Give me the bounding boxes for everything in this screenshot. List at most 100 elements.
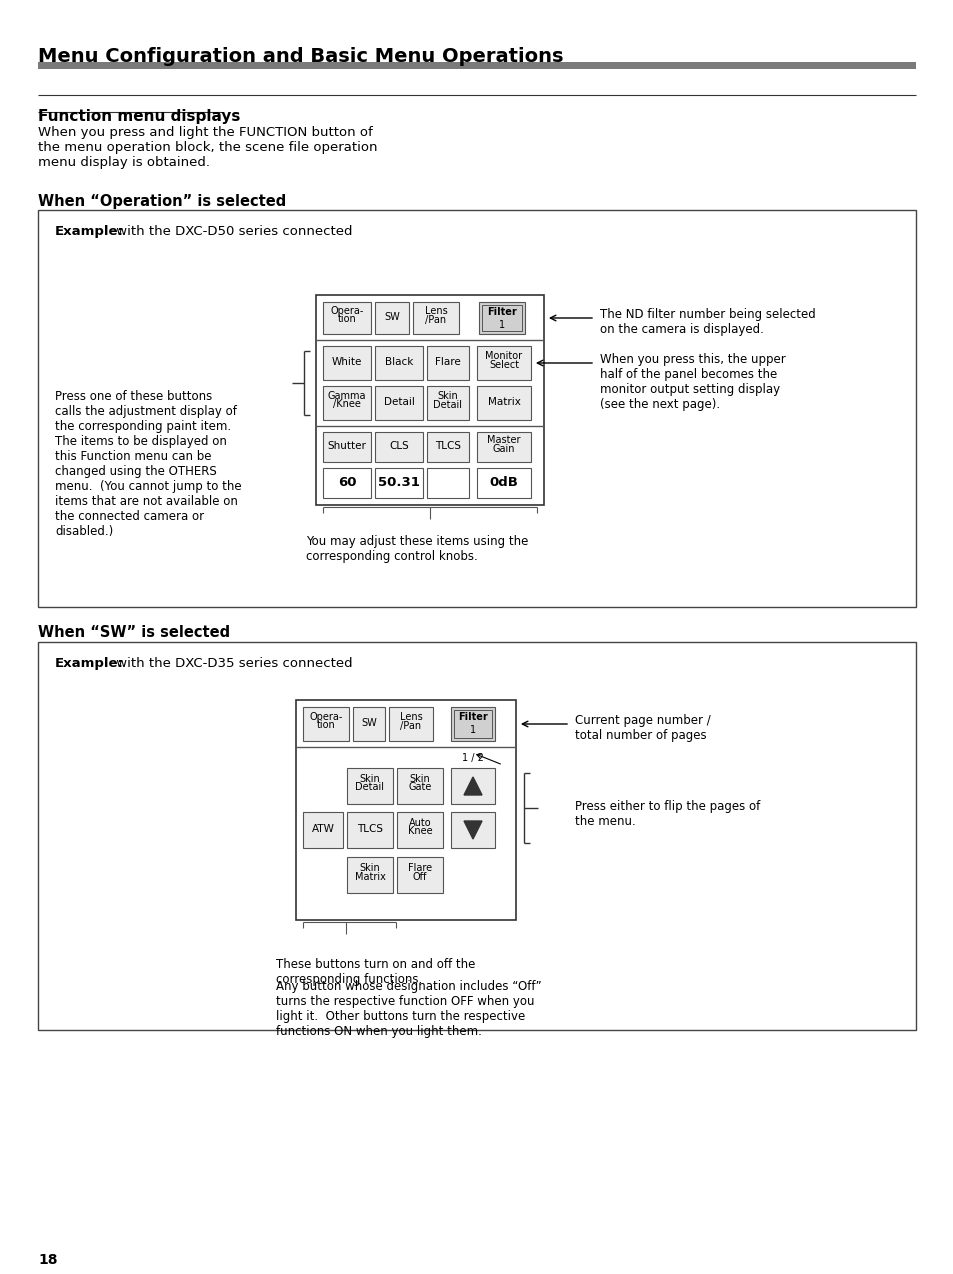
Text: When you press and light the FUNCTION button of
the menu operation block, the sc: When you press and light the FUNCTION bu… <box>38 126 377 169</box>
Text: 1 / 2: 1 / 2 <box>461 753 483 763</box>
Bar <box>353 707 385 741</box>
Text: Detail: Detail <box>433 400 462 409</box>
Bar <box>323 432 371 462</box>
Text: Skin: Skin <box>359 775 380 784</box>
Bar <box>38 642 915 1029</box>
Text: Detail: Detail <box>355 782 384 792</box>
Bar <box>427 432 469 462</box>
Text: 50.31: 50.31 <box>377 475 419 488</box>
Text: Menu Configuration and Basic Menu Operations: Menu Configuration and Basic Menu Operat… <box>38 47 563 66</box>
Bar <box>481 304 521 331</box>
Text: Lens: Lens <box>424 306 447 316</box>
Text: 60: 60 <box>337 475 355 488</box>
Bar <box>347 857 393 893</box>
Bar <box>451 768 495 804</box>
Text: When “Operation” is selected: When “Operation” is selected <box>38 194 286 209</box>
Text: with the DXC-D35 series connected: with the DXC-D35 series connected <box>112 657 353 670</box>
Bar <box>476 386 531 420</box>
Text: Opera-: Opera- <box>330 306 363 316</box>
Text: Opera-: Opera- <box>309 712 342 722</box>
Bar <box>396 857 442 893</box>
Polygon shape <box>463 820 481 840</box>
Text: Filter: Filter <box>457 712 487 722</box>
Bar <box>478 302 524 334</box>
Text: Master: Master <box>487 434 520 445</box>
Text: tion: tion <box>337 315 356 325</box>
Text: Flare: Flare <box>435 357 460 367</box>
Text: Flare: Flare <box>408 862 432 873</box>
Bar <box>396 812 442 848</box>
Text: 18: 18 <box>38 1254 57 1268</box>
Bar <box>389 707 433 741</box>
Bar <box>427 347 469 380</box>
Bar <box>38 62 915 69</box>
Text: Matrix: Matrix <box>355 871 385 882</box>
Text: /Pan: /Pan <box>400 721 421 730</box>
Text: Current page number /
total number of pages: Current page number / total number of pa… <box>575 713 710 741</box>
Text: Gain: Gain <box>493 443 515 454</box>
Bar <box>375 302 409 334</box>
Text: Black: Black <box>384 357 413 367</box>
Polygon shape <box>463 777 481 795</box>
Text: Gate: Gate <box>408 782 432 792</box>
Text: 0dB: 0dB <box>489 475 517 488</box>
Bar <box>375 386 422 420</box>
Bar <box>295 699 516 920</box>
Bar <box>323 347 371 380</box>
Text: Off: Off <box>413 871 427 882</box>
Bar <box>427 468 469 498</box>
Bar <box>375 432 422 462</box>
Text: SW: SW <box>361 719 376 727</box>
Bar <box>375 468 422 498</box>
Text: TLCS: TLCS <box>356 824 382 834</box>
Bar <box>347 812 393 848</box>
Bar <box>454 710 492 738</box>
Bar <box>323 386 371 420</box>
Bar <box>323 468 371 498</box>
Text: Press either to flip the pages of
the menu.: Press either to flip the pages of the me… <box>575 800 760 828</box>
Bar <box>303 812 343 848</box>
Bar <box>451 707 495 741</box>
Text: SW: SW <box>384 312 399 322</box>
Text: Filter: Filter <box>487 307 517 317</box>
Text: ATW: ATW <box>312 824 335 834</box>
Text: Shutter: Shutter <box>327 441 366 451</box>
Text: These buttons turn on and off the
corresponding functions.: These buttons turn on and off the corres… <box>275 958 475 986</box>
Text: When “SW” is selected: When “SW” is selected <box>38 626 230 640</box>
Text: 1: 1 <box>498 320 504 330</box>
Bar <box>476 468 531 498</box>
Bar <box>413 302 458 334</box>
Bar <box>396 768 442 804</box>
Text: Matrix: Matrix <box>487 397 520 406</box>
Text: Example:: Example: <box>55 225 124 238</box>
Bar <box>347 768 393 804</box>
Text: Press one of these buttons
calls the adjustment display of
the corresponding pai: Press one of these buttons calls the adj… <box>55 390 241 538</box>
Text: Skin: Skin <box>409 775 430 784</box>
Text: Function menu displays: Function menu displays <box>38 110 240 124</box>
Text: Detail: Detail <box>383 397 414 406</box>
Text: Skin: Skin <box>437 391 457 401</box>
Text: with the DXC-D50 series connected: with the DXC-D50 series connected <box>112 225 352 238</box>
Text: Any button whose designation includes “Off”
turns the respective function OFF wh: Any button whose designation includes “O… <box>275 980 541 1038</box>
Bar <box>451 812 495 848</box>
Text: 1: 1 <box>470 725 476 735</box>
Bar <box>38 210 915 606</box>
Text: /Knee: /Knee <box>333 400 360 409</box>
Bar <box>476 347 531 380</box>
Text: CLS: CLS <box>389 441 409 451</box>
Text: tion: tion <box>316 721 335 730</box>
Bar <box>375 347 422 380</box>
Bar <box>476 432 531 462</box>
Text: TLCS: TLCS <box>435 441 460 451</box>
Text: When you press this, the upper
half of the panel becomes the
monitor output sett: When you press this, the upper half of t… <box>599 353 785 412</box>
Text: Knee: Knee <box>407 827 432 837</box>
Text: White: White <box>332 357 362 367</box>
Bar <box>323 302 371 334</box>
Bar <box>427 386 469 420</box>
Text: Select: Select <box>489 359 518 369</box>
Text: You may adjust these items using the
corresponding control knobs.: You may adjust these items using the cor… <box>306 535 528 563</box>
Text: /Pan: /Pan <box>425 315 446 325</box>
Text: Lens: Lens <box>399 712 422 722</box>
Text: Gamma: Gamma <box>328 391 366 401</box>
Bar <box>315 296 543 505</box>
